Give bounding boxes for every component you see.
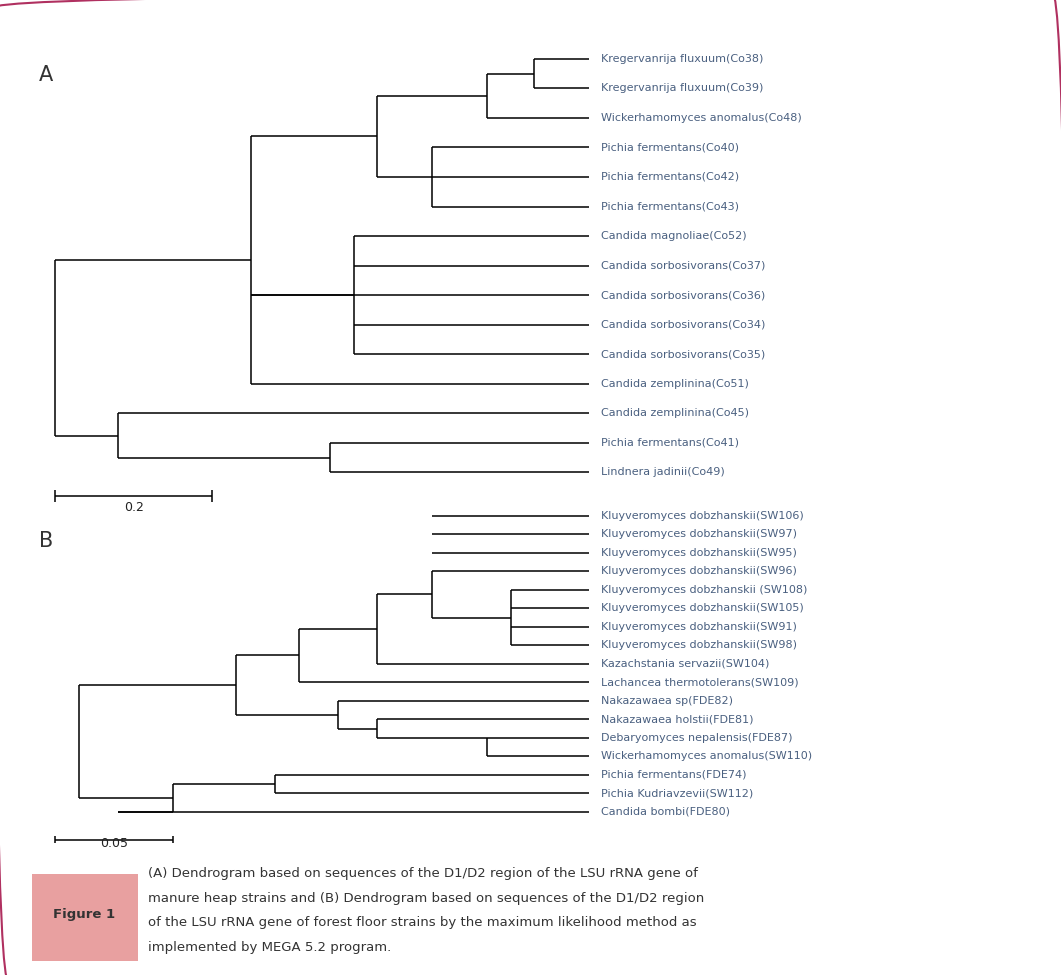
Text: Kluyveromyces dobzhanskii (SW108): Kluyveromyces dobzhanskii (SW108) — [602, 585, 807, 595]
Text: Nakazawaea holstii(FDE81): Nakazawaea holstii(FDE81) — [602, 715, 753, 724]
Text: Pichia Kudriavzevii(SW112): Pichia Kudriavzevii(SW112) — [602, 788, 753, 799]
Text: manure heap strains and (B) Dendrogram based on sequences of the D1/D2 region: manure heap strains and (B) Dendrogram b… — [147, 891, 705, 905]
Text: Pichia fermentans(Co42): Pichia fermentans(Co42) — [602, 172, 740, 182]
Text: Nakazawaea sp(FDE82): Nakazawaea sp(FDE82) — [602, 696, 733, 706]
Text: Kluyveromyces dobzhanskii(SW106): Kluyveromyces dobzhanskii(SW106) — [602, 511, 804, 521]
Text: Lindnera jadinii(Co49): Lindnera jadinii(Co49) — [602, 467, 725, 478]
Text: Candida sorbosivorans(Co34): Candida sorbosivorans(Co34) — [602, 320, 766, 330]
Text: Wickerhamomyces anomalus(SW110): Wickerhamomyces anomalus(SW110) — [602, 752, 813, 761]
Text: Wickerhamomyces anomalus(Co48): Wickerhamomyces anomalus(Co48) — [602, 113, 802, 123]
Text: A: A — [39, 64, 53, 85]
Text: Lachancea thermotolerans(SW109): Lachancea thermotolerans(SW109) — [602, 678, 799, 687]
Text: Kluyveromyces dobzhanskii(SW96): Kluyveromyces dobzhanskii(SW96) — [602, 566, 797, 576]
Text: Kluyveromyces dobzhanskii(SW95): Kluyveromyces dobzhanskii(SW95) — [602, 548, 797, 558]
Text: Pichia fermentans(FDE74): Pichia fermentans(FDE74) — [602, 769, 747, 780]
Text: Kregervanrija fluxuum(Co38): Kregervanrija fluxuum(Co38) — [602, 54, 764, 63]
Text: Candida sorbosivorans(Co37): Candida sorbosivorans(Co37) — [602, 260, 766, 271]
Text: Kazachstania servazii(SW104): Kazachstania servazii(SW104) — [602, 659, 769, 669]
Text: Kluyveromyces dobzhanskii(SW97): Kluyveromyces dobzhanskii(SW97) — [602, 529, 797, 539]
Text: 0.05: 0.05 — [100, 837, 128, 849]
Text: Candida zemplinina(Co45): Candida zemplinina(Co45) — [602, 409, 749, 418]
Text: Candida magnoliae(Co52): Candida magnoliae(Co52) — [602, 231, 747, 241]
FancyBboxPatch shape — [32, 874, 138, 961]
Text: Kluyveromyces dobzhanskii(SW98): Kluyveromyces dobzhanskii(SW98) — [602, 641, 797, 650]
Text: Kregervanrija fluxuum(Co39): Kregervanrija fluxuum(Co39) — [602, 83, 764, 94]
Text: implemented by MEGA 5.2 program.: implemented by MEGA 5.2 program. — [147, 941, 392, 954]
Text: B: B — [39, 530, 53, 551]
Text: Pichia fermentans(Co43): Pichia fermentans(Co43) — [602, 202, 740, 212]
Text: Candida bombi(FDE80): Candida bombi(FDE80) — [602, 806, 730, 817]
Text: Candida sorbosivorans(Co36): Candida sorbosivorans(Co36) — [602, 291, 765, 300]
Text: Debaryomyces nepalensis(FDE87): Debaryomyces nepalensis(FDE87) — [602, 733, 793, 743]
Text: Figure 1: Figure 1 — [53, 908, 116, 920]
Text: Pichia fermentans(Co41): Pichia fermentans(Co41) — [602, 438, 740, 448]
Text: 0.2: 0.2 — [124, 501, 143, 514]
Text: Kluyveromyces dobzhanskii(SW105): Kluyveromyces dobzhanskii(SW105) — [602, 604, 804, 613]
Text: Candida zemplinina(Co51): Candida zemplinina(Co51) — [602, 379, 749, 389]
Text: Pichia fermentans(Co40): Pichia fermentans(Co40) — [602, 142, 740, 152]
Text: (A) Dendrogram based on sequences of the D1/D2 region of the LSU rRNA gene of: (A) Dendrogram based on sequences of the… — [147, 867, 698, 880]
Text: Candida sorbosivorans(Co35): Candida sorbosivorans(Co35) — [602, 349, 765, 359]
Text: of the LSU rRNA gene of forest floor strains by the maximum likelihood method as: of the LSU rRNA gene of forest floor str… — [147, 916, 696, 929]
Text: Kluyveromyces dobzhanskii(SW91): Kluyveromyces dobzhanskii(SW91) — [602, 622, 797, 632]
